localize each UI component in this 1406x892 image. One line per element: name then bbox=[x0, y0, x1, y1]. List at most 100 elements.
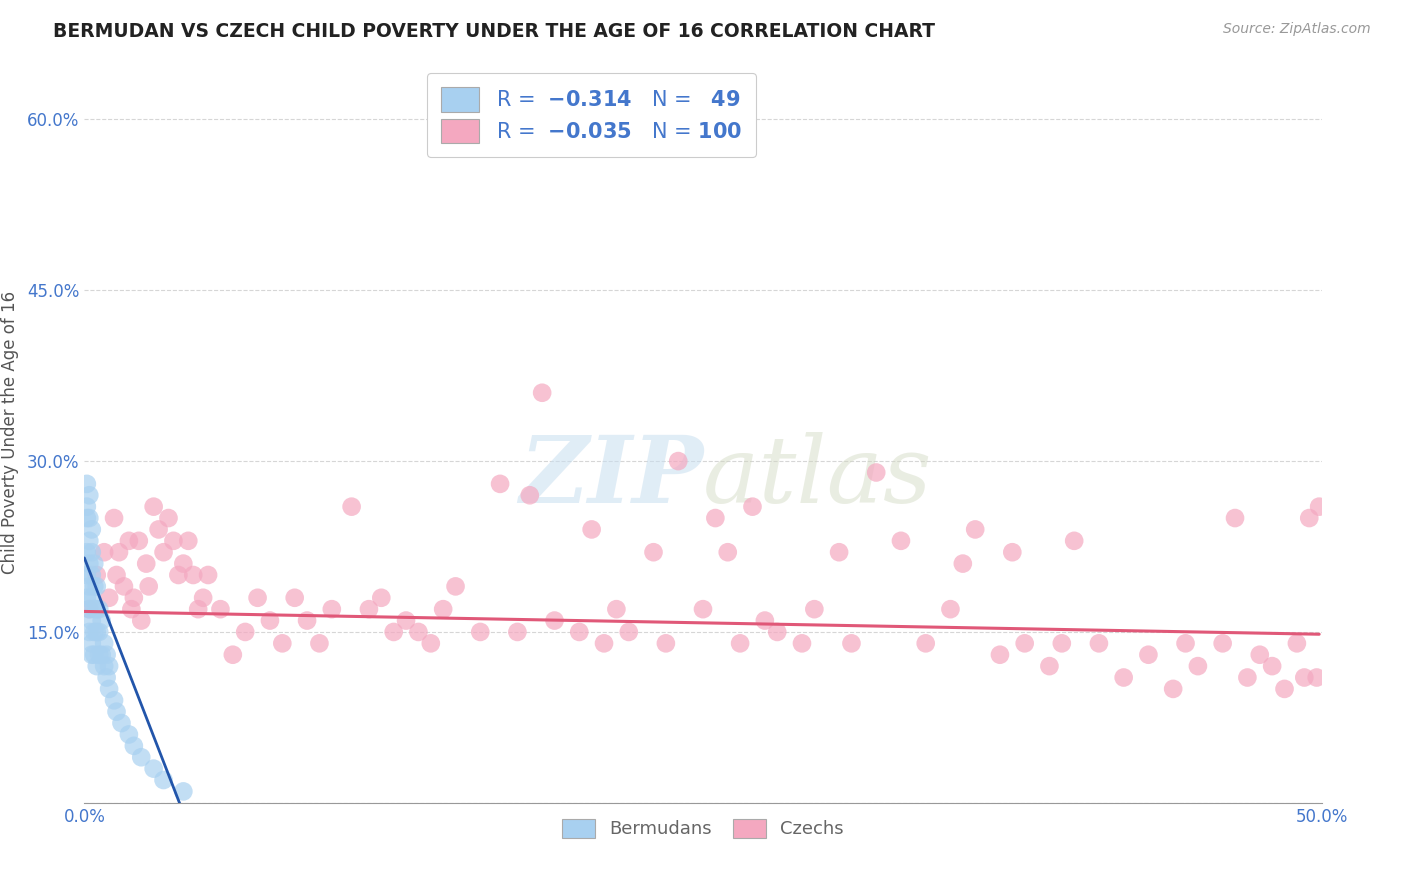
Point bbox=[470, 624, 492, 639]
Point bbox=[152, 545, 174, 559]
Point bbox=[76, 500, 98, 514]
Point bbox=[129, 614, 152, 628]
Point bbox=[98, 659, 121, 673]
Text: BERMUDAN VS CZECH CHILD POVERTY UNDER THE AGE OF 16 CORRELATION CHART: BERMUDAN VS CZECH CHILD POVERTY UNDER TH… bbox=[53, 22, 935, 41]
Point bbox=[98, 591, 121, 605]
Point bbox=[103, 511, 125, 525]
Point bbox=[79, 624, 101, 639]
Point bbox=[79, 533, 101, 548]
Point bbox=[86, 579, 108, 593]
Point bbox=[519, 488, 541, 502]
Point bbox=[96, 671, 118, 685]
Point bbox=[76, 591, 98, 605]
Point bbox=[83, 602, 105, 616]
Text: atlas: atlas bbox=[703, 432, 932, 522]
Point bbox=[444, 579, 467, 593]
Point bbox=[98, 681, 121, 696]
Point bbox=[988, 648, 1011, 662]
Point bbox=[89, 624, 111, 639]
Point bbox=[172, 784, 194, 798]
Point bbox=[138, 579, 160, 593]
Point bbox=[76, 476, 98, 491]
Point bbox=[135, 557, 157, 571]
Point bbox=[79, 557, 101, 571]
Point bbox=[321, 602, 343, 616]
Point bbox=[233, 624, 256, 639]
Point bbox=[1285, 636, 1308, 650]
Point bbox=[129, 750, 152, 764]
Point bbox=[1236, 671, 1258, 685]
Point bbox=[340, 500, 363, 514]
Point bbox=[1294, 671, 1316, 685]
Point bbox=[76, 511, 98, 525]
Point bbox=[741, 500, 763, 514]
Point bbox=[79, 602, 101, 616]
Point bbox=[1261, 659, 1284, 673]
Point bbox=[191, 591, 214, 605]
Point bbox=[568, 624, 591, 639]
Point bbox=[1038, 659, 1060, 673]
Point bbox=[83, 624, 105, 639]
Point bbox=[162, 533, 184, 548]
Point bbox=[531, 385, 554, 400]
Point bbox=[965, 523, 987, 537]
Point bbox=[865, 466, 887, 480]
Point bbox=[142, 762, 165, 776]
Point bbox=[717, 545, 740, 559]
Point bbox=[83, 648, 105, 662]
Point bbox=[890, 533, 912, 548]
Point bbox=[105, 568, 128, 582]
Point bbox=[122, 739, 145, 753]
Point bbox=[408, 624, 430, 639]
Point bbox=[489, 476, 512, 491]
Point bbox=[112, 579, 135, 593]
Point bbox=[643, 545, 665, 559]
Point bbox=[110, 716, 132, 731]
Point bbox=[80, 523, 103, 537]
Point bbox=[914, 636, 936, 650]
Point bbox=[76, 568, 98, 582]
Point bbox=[259, 614, 281, 628]
Point bbox=[1174, 636, 1197, 650]
Point bbox=[86, 602, 108, 616]
Point bbox=[939, 602, 962, 616]
Point bbox=[1298, 511, 1320, 525]
Point bbox=[79, 511, 101, 525]
Point bbox=[83, 557, 105, 571]
Point bbox=[246, 591, 269, 605]
Point bbox=[157, 511, 180, 525]
Point bbox=[370, 591, 392, 605]
Point bbox=[222, 648, 245, 662]
Point bbox=[177, 533, 200, 548]
Point bbox=[1249, 648, 1271, 662]
Point bbox=[828, 545, 851, 559]
Point bbox=[89, 648, 111, 662]
Point bbox=[1001, 545, 1024, 559]
Point bbox=[1308, 500, 1330, 514]
Legend: Bermudans, Czechs: Bermudans, Czechs bbox=[555, 812, 851, 846]
Point bbox=[80, 636, 103, 650]
Point bbox=[1274, 681, 1296, 696]
Point bbox=[790, 636, 813, 650]
Point bbox=[841, 636, 863, 650]
Point bbox=[1112, 671, 1135, 685]
Point bbox=[197, 568, 219, 582]
Point bbox=[1137, 648, 1160, 662]
Point bbox=[80, 648, 103, 662]
Point bbox=[803, 602, 825, 616]
Point bbox=[79, 602, 101, 616]
Point bbox=[86, 568, 108, 582]
Point bbox=[271, 636, 294, 650]
Point bbox=[605, 602, 627, 616]
Point bbox=[754, 614, 776, 628]
Point bbox=[295, 614, 318, 628]
Point bbox=[419, 636, 441, 650]
Text: ZIP: ZIP bbox=[519, 432, 703, 522]
Point bbox=[93, 545, 115, 559]
Point bbox=[704, 511, 727, 525]
Point bbox=[543, 614, 565, 628]
Point bbox=[581, 523, 603, 537]
Point bbox=[284, 591, 307, 605]
Point bbox=[90, 648, 112, 662]
Point bbox=[118, 727, 141, 741]
